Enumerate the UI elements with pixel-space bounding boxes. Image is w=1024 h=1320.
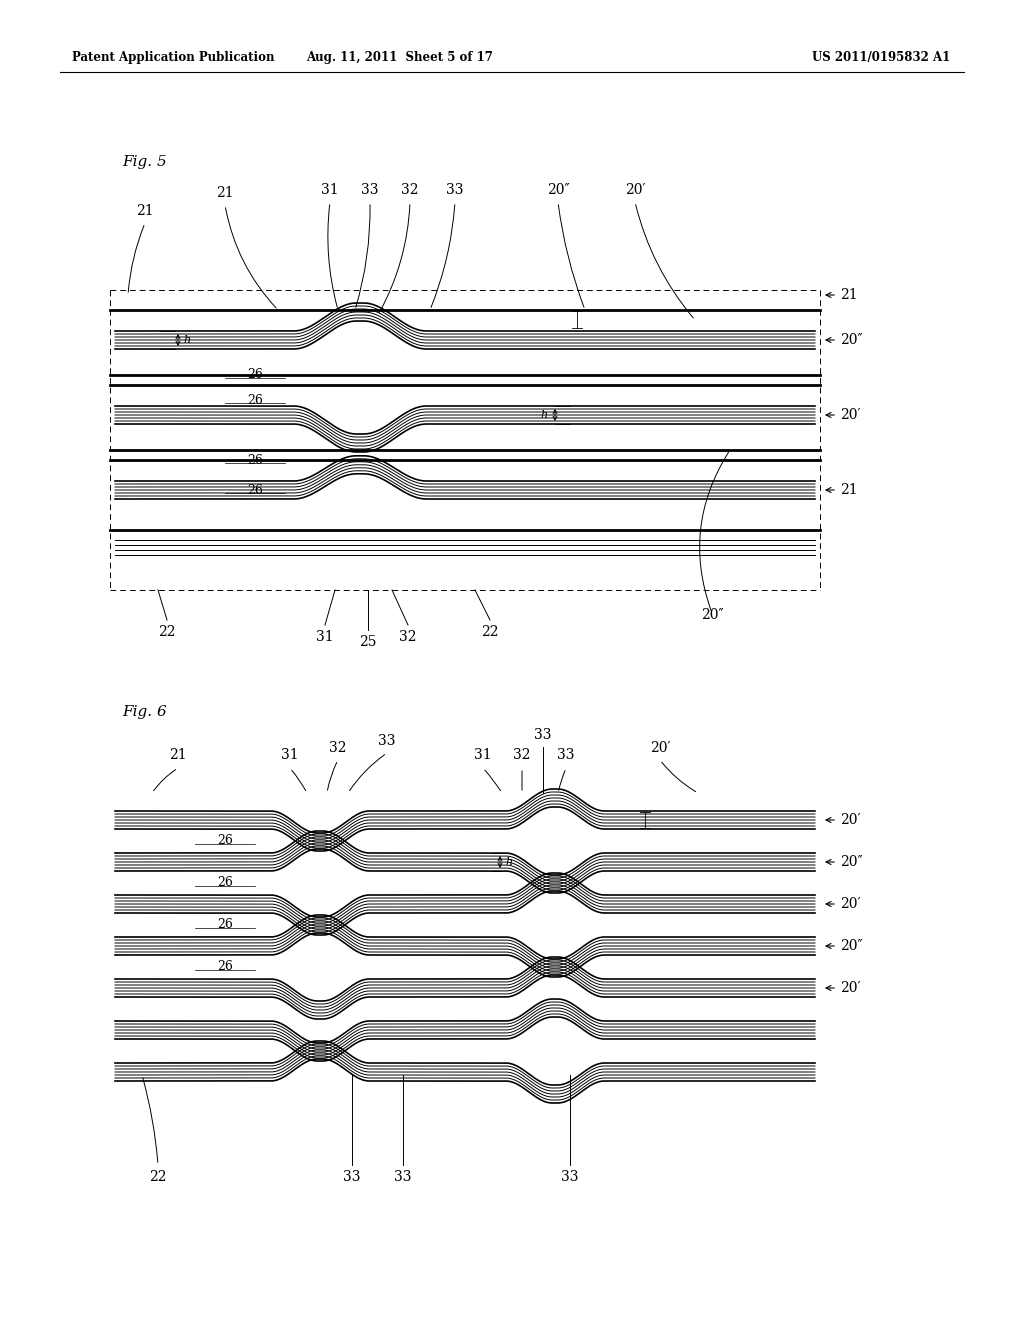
Text: 20″: 20″ [840,939,862,953]
Text: h: h [541,411,548,420]
Text: Fig. 6: Fig. 6 [122,705,167,719]
Text: Fig. 5: Fig. 5 [122,154,167,169]
Text: 31: 31 [322,183,339,197]
Text: 26: 26 [217,919,232,932]
Text: 32: 32 [330,741,347,755]
Text: 20′: 20′ [840,981,860,995]
Text: 26: 26 [247,454,263,466]
Text: Patent Application Publication: Patent Application Publication [72,50,274,63]
Text: 21: 21 [216,186,233,201]
Text: 26: 26 [217,961,232,974]
Text: 31: 31 [474,748,492,762]
Text: 21: 21 [169,748,186,762]
Text: Aug. 11, 2011  Sheet 5 of 17: Aug. 11, 2011 Sheet 5 of 17 [306,50,494,63]
Text: h: h [183,335,190,345]
Text: 20′: 20′ [649,741,671,755]
Text: 33: 33 [446,183,464,197]
Text: 33: 33 [535,729,552,742]
Text: 26: 26 [247,483,263,496]
Text: 33: 33 [378,734,395,748]
Text: US 2011/0195832 A1: US 2011/0195832 A1 [812,50,950,63]
Text: 21: 21 [136,205,154,218]
Text: 22: 22 [150,1170,167,1184]
Text: h: h [505,857,512,867]
Text: 26: 26 [247,393,263,407]
Text: 32: 32 [399,630,417,644]
Text: 25: 25 [359,635,377,649]
Text: 31: 31 [282,748,299,762]
Text: 20″: 20″ [840,855,862,869]
Text: 33: 33 [561,1170,579,1184]
Text: 32: 32 [401,183,419,197]
Text: 20″: 20″ [700,609,723,622]
Text: 20′: 20′ [625,183,645,197]
Text: 21: 21 [840,483,858,498]
Text: 21: 21 [840,288,858,302]
Text: 32: 32 [513,748,530,762]
Text: 20′: 20′ [840,408,860,422]
Text: 22: 22 [481,624,499,639]
Text: 20′: 20′ [840,813,860,828]
Text: 31: 31 [316,630,334,644]
Text: 26: 26 [217,876,232,890]
Text: 33: 33 [343,1170,360,1184]
Text: 20″: 20″ [840,333,862,347]
Text: 20′: 20′ [840,898,860,911]
Text: 26: 26 [247,368,263,381]
Text: 26: 26 [217,834,232,847]
Text: 33: 33 [394,1170,412,1184]
Text: 33: 33 [361,183,379,197]
Text: 22: 22 [159,624,176,639]
Text: 33: 33 [557,748,574,762]
Text: 20″: 20″ [547,183,569,197]
